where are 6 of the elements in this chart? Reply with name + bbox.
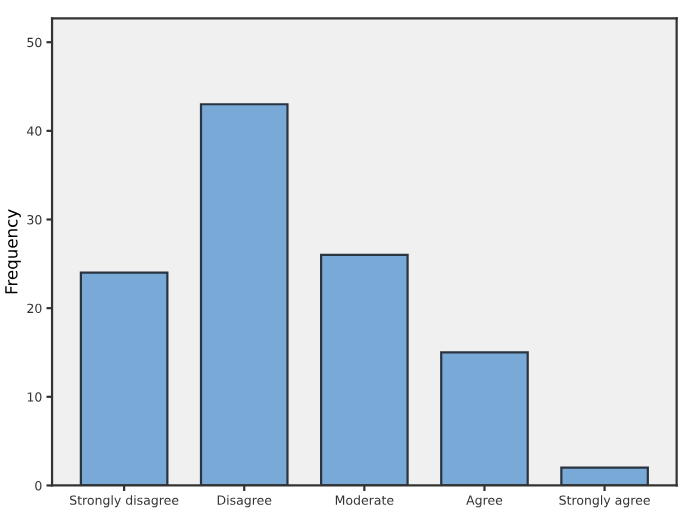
y-axis-title: Frequency [5, 209, 21, 294]
bar [79, 271, 169, 486]
bar [320, 253, 409, 486]
bar [560, 466, 649, 486]
bar [199, 103, 289, 486]
bar [440, 351, 529, 486]
